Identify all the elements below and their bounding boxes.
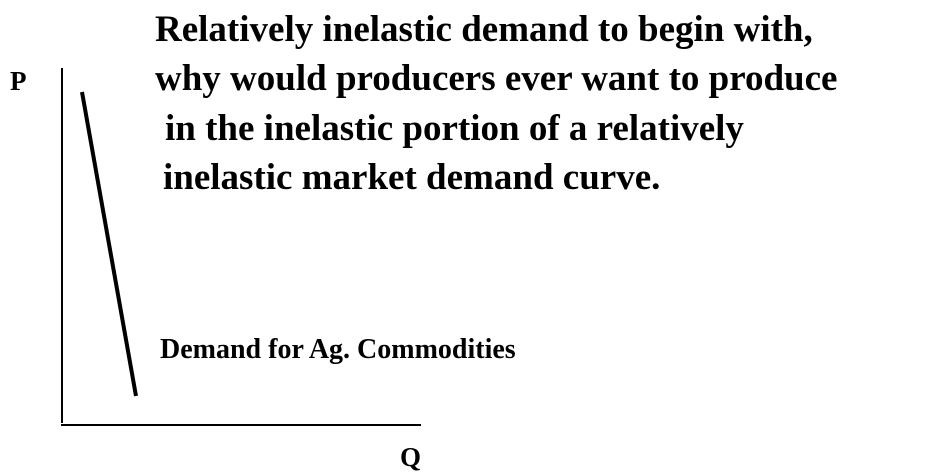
title-line: why would producers ever want to produce <box>155 58 837 99</box>
curve-label: Demand for Ag. Commodities <box>160 334 516 365</box>
title-line: in the inelastic portion of a relatively <box>165 108 744 149</box>
x-axis-label: Q <box>400 442 421 472</box>
title-line: inelastic market demand curve. <box>163 157 660 198</box>
title-line: Relatively inelastic demand to begin wit… <box>155 9 813 50</box>
y-axis-label: P <box>10 66 27 96</box>
demand-curve <box>80 91 138 397</box>
